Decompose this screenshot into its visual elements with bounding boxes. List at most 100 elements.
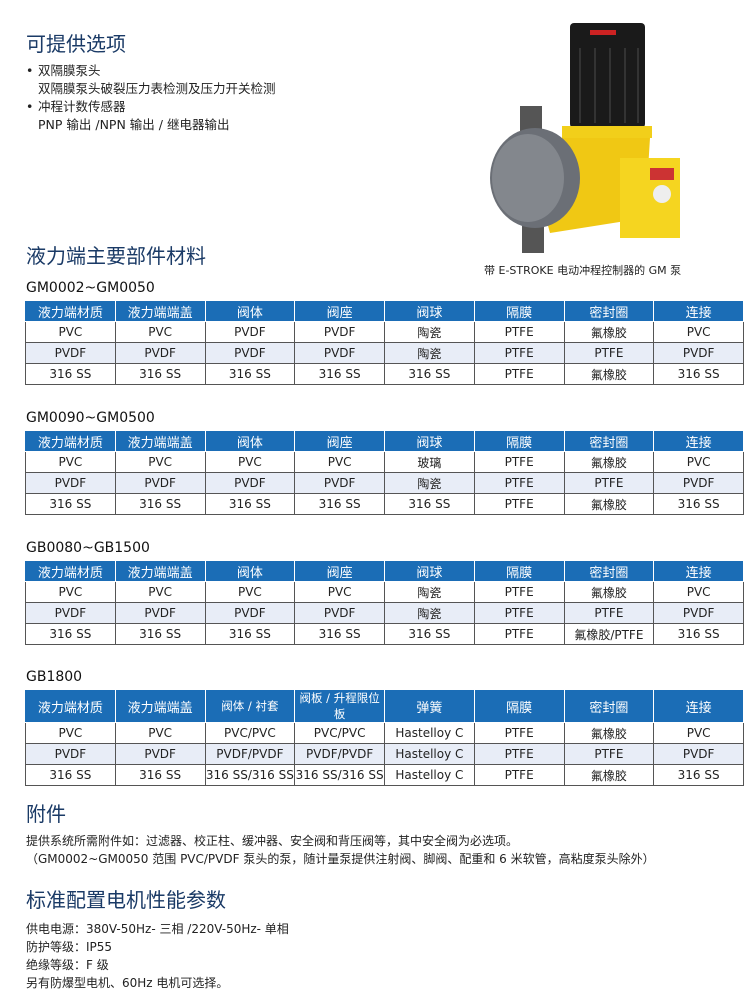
table-cell: PVDF (204, 472, 296, 494)
table-cell: 316 SS (25, 363, 116, 385)
table-cell: 氟橡胶 (563, 764, 655, 786)
column-header: 连接 (653, 430, 744, 452)
table-cell: PVDF/PVDF (204, 743, 296, 765)
column-header: 隔膜 (473, 430, 565, 452)
table-cell: PVDF (25, 472, 116, 494)
accessories-line: （GM0002~GM0050 范围 PVC/PVDF 泵头的泵，随计量泵提供注射… (26, 852, 655, 866)
table-cell: 316 SS (653, 623, 744, 645)
column-header: 弹簧 (384, 689, 475, 723)
motor-spec-line: 供电电源：380V-50Hz- 三相 /220V-50Hz- 单相 (26, 922, 289, 936)
table-cell: PVDF (25, 602, 116, 624)
table-model-title: GB0080~GB1500 (26, 540, 150, 556)
gm-pump-image (490, 23, 680, 253)
table-cell: PTFE (473, 342, 565, 364)
table-cell: PVC (204, 451, 296, 473)
table-cell: PVC (25, 451, 116, 473)
table-cell: 316 SS (114, 623, 206, 645)
table-cell: 316 SS (294, 493, 385, 515)
table-cell: 陶瓷 (384, 602, 475, 624)
table-cell: PVC (294, 581, 385, 603)
table-model-title: GM0090~GM0500 (26, 410, 155, 426)
table-cell: Hastelloy C (384, 722, 475, 744)
table-cell: 316 SS (294, 623, 385, 645)
table-cell: PTFE (473, 451, 565, 473)
table-cell: 陶瓷 (384, 472, 475, 494)
table-cell: PVC (653, 581, 744, 603)
column-header: 液力端材质 (25, 300, 116, 322)
table-cell: PVC (204, 581, 296, 603)
table-cell: PVDF (114, 602, 206, 624)
table-cell: 316 SS (653, 493, 744, 515)
table-cell: PVC (294, 451, 385, 473)
table-cell: PVC (653, 321, 744, 343)
table-cell: PVC/PVC (294, 722, 385, 744)
table-header-row: 液力端材质 液力端端盖 阀体 阀座 阀球 隔膜 密封圈 连接 (25, 430, 744, 452)
table-cell: PTFE (473, 472, 565, 494)
table-cell: PTFE (473, 321, 565, 343)
product-caption: 带 E-STROKE 电动冲程控制器的 GM 泵 (484, 264, 682, 277)
table-cell: PVC (114, 321, 206, 343)
table-cell: PVC (114, 722, 206, 744)
table-cell: 氟橡胶 (563, 451, 655, 473)
table-cell: 316 SS (204, 363, 296, 385)
table-cell: PVDF/PVDF (294, 743, 385, 765)
column-header: 连接 (653, 689, 744, 723)
table-cell: 316 SS (653, 764, 744, 786)
motor-spec-line: 绝缘等级：F 级 (26, 958, 109, 972)
option-item: 冲程计数传感器 (26, 98, 276, 116)
option-detail: 双隔膜泵头破裂压力表检测及压力开关检测 (38, 81, 276, 96)
column-header: 阀球 (384, 560, 475, 582)
table-row: PVC PVC PVC PVC 陶瓷 PTFE 氟橡胶 PVC (25, 581, 744, 603)
column-header: 隔膜 (473, 300, 565, 322)
accessories-text: 提供系统所需附件如：过滤器、校正柱、缓冲器、安全阀和背压阀等，其中安全阀为必选项… (26, 832, 655, 868)
table-cell: PTFE (473, 623, 565, 645)
column-header: 密封圈 (563, 430, 655, 452)
accessories-line: 提供系统所需附件如：过滤器、校正柱、缓冲器、安全阀和背压阀等，其中安全阀为必选项… (26, 834, 519, 848)
table-cell: 316 SS (384, 623, 475, 645)
column-header: 液力端材质 (25, 689, 116, 723)
table-cell: PTFE (473, 764, 565, 786)
table-cell: 陶瓷 (384, 321, 475, 343)
table-row: 316 SS 316 SS 316 SS 316 SS 316 SS PTFE 氟橡胶 316… (25, 493, 744, 515)
accessories-title: 附件 (26, 802, 66, 826)
table-cell: PVDF (294, 602, 385, 624)
table-cell: PVC/PVC (204, 722, 296, 744)
table-row: PVDF PVDF PVDF PVDF 陶瓷 PTFE PTFE PVDF (25, 602, 744, 624)
table-cell: PVDF (114, 472, 206, 494)
table-cell: 316 SS/316 SS (204, 764, 296, 786)
materials-table: 液力端材质 液力端端盖 阀体 阀座 阀球 隔膜 密封圈 连接 PVC PVC PVDF PVDF 陶瓷 P… (25, 300, 744, 385)
table-header-row: 液力端材质 液力端端盖 阀体 阀座 阀球 隔膜 密封圈 连接 (25, 560, 744, 582)
table-cell: 氟橡胶 (563, 321, 655, 343)
motor-specs: 供电电源：380V-50Hz- 三相 /220V-50Hz- 单相 防护等级：I… (26, 920, 289, 992)
table-cell: PTFE (563, 342, 655, 364)
table-cell: 氟橡胶 (563, 493, 655, 515)
motor-title: 标准配置电机性能参数 (26, 888, 226, 912)
column-header: 阀体 (204, 300, 296, 322)
table-cell: PTFE (473, 722, 565, 744)
column-header: 密封圈 (563, 689, 655, 723)
motor-spec-line: 另有防爆型电机、60Hz 电机可选择。 (26, 976, 229, 990)
table-cell: PVC (114, 581, 206, 603)
column-header: 液力端端盖 (114, 430, 206, 452)
table-row: PVC PVC PVDF PVDF 陶瓷 PTFE 氟橡胶 PVC (25, 321, 744, 343)
table-cell: 玻璃 (384, 451, 475, 473)
table-cell: PTFE (563, 602, 655, 624)
column-header: 连接 (653, 300, 744, 322)
table-cell: PTFE (473, 581, 565, 603)
table-cell: PTFE (473, 743, 565, 765)
table-cell: 氟橡胶/PTFE (563, 623, 655, 645)
table-cell: PVDF (114, 743, 206, 765)
column-header: 连接 (653, 560, 744, 582)
table-row: PVC PVC PVC/PVC PVC/PVC Hastelloy C PTFE 氟橡胶 PV… (25, 722, 744, 744)
table-cell: 316 SS (25, 764, 116, 786)
table-cell: PVC (25, 321, 116, 343)
table-cell: PVC (653, 451, 744, 473)
table-row: 316 SS 316 SS 316 SS 316 SS 316 SS PTFE 氟橡胶/PT… (25, 623, 744, 645)
table-cell: 316 SS/316 SS (294, 764, 385, 786)
table-cell: PVC (25, 581, 116, 603)
table-cell: PVDF (25, 342, 116, 364)
table-cell: 316 SS (384, 363, 475, 385)
table-cell: Hastelloy C (384, 743, 475, 765)
table-cell: 氟橡胶 (563, 581, 655, 603)
table-cell: PVDF (294, 342, 385, 364)
